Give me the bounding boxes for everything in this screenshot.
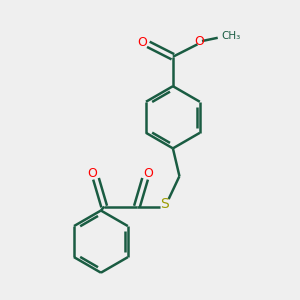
Text: S: S [160,197,169,211]
Text: CH₃: CH₃ [221,31,240,41]
Text: O: O [194,35,204,48]
Text: O: O [87,167,97,180]
Text: O: O [143,167,153,180]
Text: O: O [137,36,147,49]
